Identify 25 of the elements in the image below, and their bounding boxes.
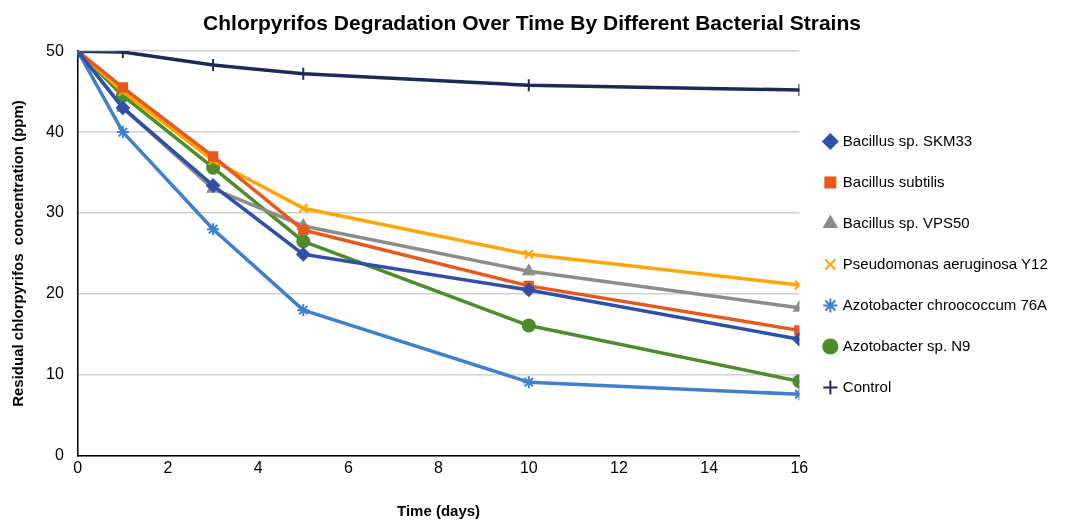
y-tick-label: 0 — [54, 446, 64, 464]
y-tick-label: 50 — [46, 41, 64, 59]
y-tick-label: 10 — [46, 365, 64, 383]
legend-label: Azotobacter chroococcum 76A — [842, 295, 1048, 313]
x-tick-label: 10 — [519, 458, 538, 476]
y-tick-label: 30 — [46, 203, 64, 221]
legend-label: Pseudomonas aeruginosa Y12 — [842, 254, 1048, 272]
y-axis-title: Residual chlorpyrifos concentration (ppm) — [9, 100, 27, 407]
x-tick-label: 8 — [434, 458, 444, 476]
legend-label: Control — [842, 377, 892, 395]
x-axis-title: Time (days) — [397, 502, 481, 520]
x-tick-label: 12 — [610, 458, 628, 476]
x-tick-label: 0 — [73, 458, 83, 476]
x-tick-label: 4 — [253, 458, 263, 476]
chart-title: Chlorpyrifos Degradation Over Time By Different Bacterial Strains — [203, 11, 861, 35]
x-tick-label: 6 — [343, 458, 353, 476]
y-tick-label: 20 — [46, 284, 64, 302]
legend-label: Azotobacter sp. N9 — [842, 336, 971, 354]
legend-label: Bacillus subtilis — [842, 172, 945, 190]
x-tick-label: 16 — [790, 458, 809, 476]
legend-label: Bacillus sp. SKM33 — [842, 131, 973, 149]
legend-label: Bacillus sp. VPS50 — [842, 213, 970, 231]
y-tick-label: 40 — [46, 122, 64, 140]
x-tick-label: 14 — [700, 458, 719, 476]
x-tick-label: 2 — [163, 458, 173, 476]
